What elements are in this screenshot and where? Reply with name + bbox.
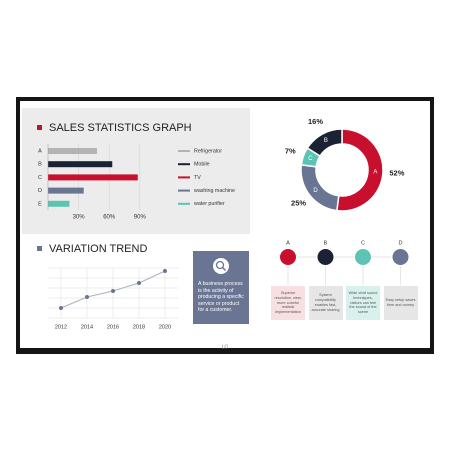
search-icon — [215, 260, 225, 270]
bar — [48, 187, 84, 194]
search-icon — [221, 266, 227, 272]
x-tick-label: 30% — [73, 215, 86, 221]
feature-icon — [355, 249, 371, 265]
value-label: 16% — [308, 117, 323, 126]
value-label: 7% — [285, 146, 296, 155]
segment-letter: C — [308, 156, 313, 162]
value-label: 25% — [291, 199, 306, 208]
y-tick-label: D — [38, 188, 42, 194]
trend-point — [85, 295, 89, 299]
trend-point — [111, 289, 115, 293]
x-tick-label: 2016 — [107, 324, 119, 330]
brand: LG — [222, 344, 229, 350]
trend-point — [163, 269, 167, 273]
segment-letter: B — [324, 138, 328, 144]
feature-letter: D — [399, 240, 403, 246]
note-text: A business process is the activity of pr… — [198, 281, 244, 314]
bar — [48, 174, 138, 181]
feature-letter: A — [286, 240, 290, 246]
search-icon-bg — [213, 258, 229, 274]
y-tick-label: E — [38, 201, 42, 207]
x-tick-label: 2014 — [81, 324, 93, 330]
sales-panel — [22, 108, 250, 234]
feature-icon — [317, 249, 334, 265]
y-tick-label: A — [38, 148, 42, 154]
x-tick-label: 2020 — [159, 324, 171, 330]
feature-icon — [280, 249, 296, 265]
segment-letter: D — [313, 188, 318, 194]
x-tick-label: 90% — [134, 215, 147, 221]
x-tick-label: 60% — [103, 215, 116, 221]
title-marker — [37, 125, 42, 130]
trend-title: VARIATION TREND — [49, 243, 147, 255]
feature-card: Wide vivid sound techniques, visitors ca… — [346, 286, 380, 320]
legend-label: TV — [194, 175, 201, 181]
donut-segment — [336, 128, 384, 212]
feature-card: System compatibility enables fast, accur… — [308, 286, 343, 320]
x-tick-label: 2012 — [55, 324, 67, 330]
legend-label: Mobile — [194, 162, 210, 168]
y-tick-label: C — [38, 175, 42, 181]
bar — [48, 148, 97, 154]
value-label: 52% — [389, 168, 404, 177]
y-tick-label: B — [38, 162, 42, 168]
title-marker — [37, 246, 42, 251]
donut-segment — [306, 128, 343, 158]
feature-letter: B — [324, 240, 328, 246]
legend-label: water purifier — [194, 201, 225, 207]
sales-title: SALES STATISTICS GRAPH — [49, 122, 192, 134]
x-tick-label: 2018 — [133, 324, 145, 330]
feature-icon — [392, 249, 409, 265]
trend-point — [137, 281, 141, 285]
legend-label: Refrigerator — [194, 148, 222, 154]
legend-label: washing machine — [194, 188, 235, 194]
bar — [48, 161, 113, 168]
bar — [48, 200, 70, 207]
segment-letter: A — [373, 170, 377, 176]
feature-card: Easy setup saves time and money — [383, 286, 418, 320]
trend-point — [59, 306, 63, 310]
feature-card: Superior resolution, view, more colorful… — [271, 286, 305, 320]
feature-letter: C — [361, 240, 365, 246]
